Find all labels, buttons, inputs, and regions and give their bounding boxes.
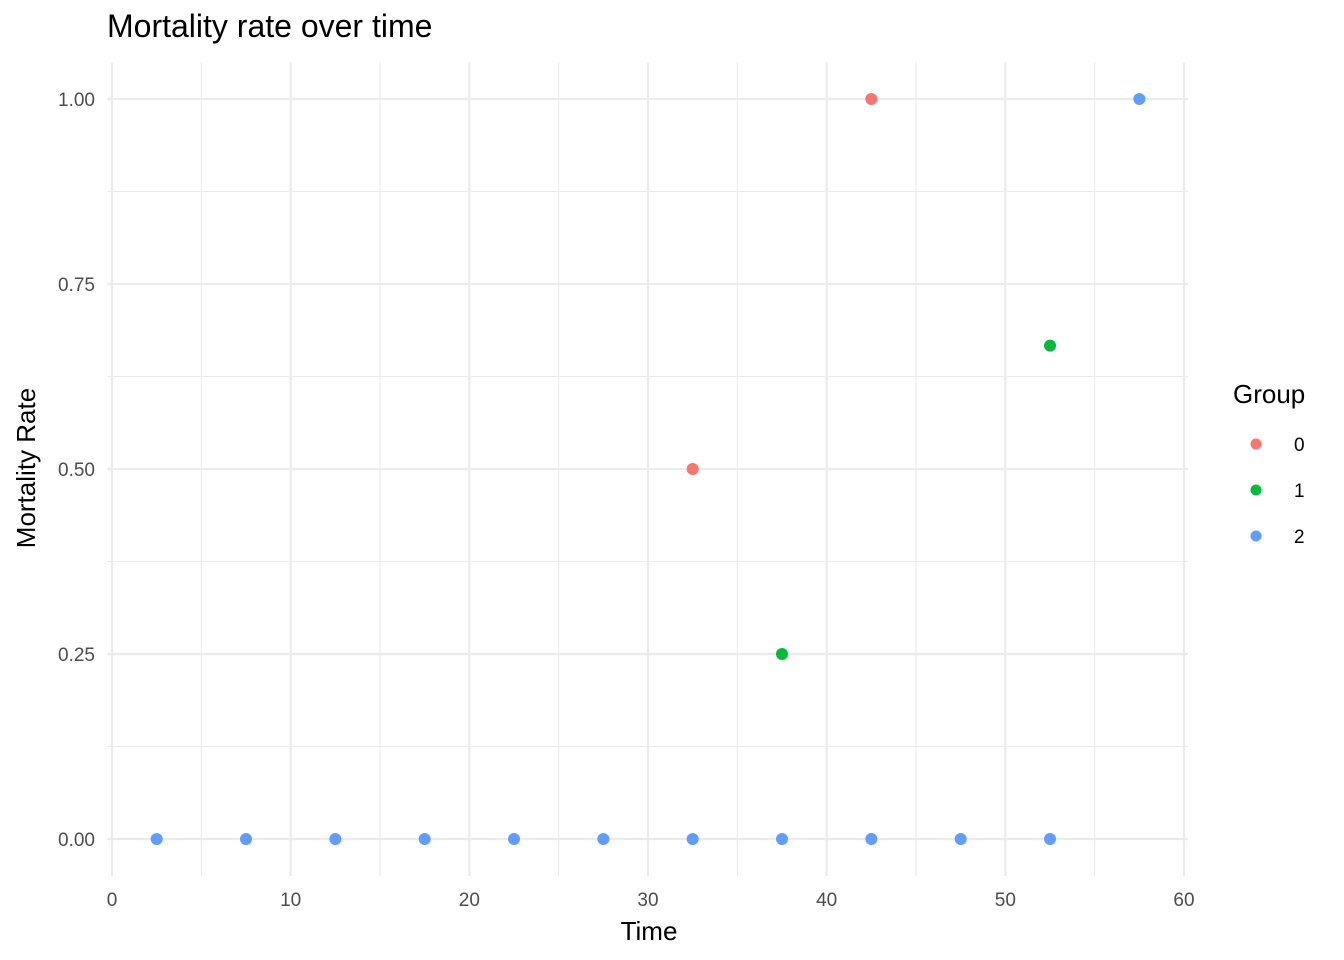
y-tick-label: 0.50 (58, 460, 95, 481)
data-point-group-1 (776, 648, 788, 660)
legend-label-group-2: 2 (1294, 527, 1305, 548)
x-axis-ticks: 0 10 20 30 40 50 60 (107, 890, 1195, 911)
legend-title: Group (1233, 379, 1305, 409)
legend: Group 0 1 2 (1233, 379, 1305, 548)
x-tick-label: 30 (637, 890, 658, 911)
y-axis-title: Mortality Rate (11, 388, 41, 548)
data-points (150, 93, 1146, 845)
legend-items: 0 1 2 (1250, 435, 1305, 548)
data-point-group-2 (776, 833, 788, 845)
data-point-group-2 (1133, 93, 1146, 105)
data-point-group-2 (954, 833, 967, 845)
x-axis-title: Time (621, 916, 678, 946)
data-point-group-0 (865, 93, 878, 105)
data-point-group-0 (686, 463, 699, 475)
legend-label-group-1: 1 (1294, 481, 1305, 502)
data-point-group-2 (508, 833, 520, 845)
data-point-group-2 (418, 833, 431, 845)
data-point-group-1 (1044, 339, 1056, 352)
x-tick-label: 40 (816, 890, 837, 911)
x-tick-label: 60 (1173, 890, 1194, 911)
data-point-group-2 (1044, 833, 1056, 845)
major-gridlines (107, 62, 1188, 876)
data-point-group-2 (240, 833, 252, 845)
legend-label-group-0: 0 (1294, 435, 1305, 456)
y-axis-ticks: 0.00 0.25 0.50 0.75 1.00 (58, 90, 95, 851)
x-tick-label: 0 (107, 890, 118, 911)
x-tick-label: 10 (280, 890, 301, 911)
legend-key-group-1 (1250, 484, 1262, 496)
y-tick-label: 1.00 (58, 90, 95, 111)
y-tick-label: 0.75 (58, 275, 95, 296)
data-point-group-2 (329, 833, 342, 845)
legend-key-group-0 (1250, 438, 1262, 450)
data-point-group-2 (865, 833, 878, 845)
legend-key-group-2 (1250, 530, 1262, 542)
data-point-group-2 (597, 833, 610, 845)
x-tick-label: 20 (459, 890, 480, 911)
y-tick-label: 0.25 (58, 645, 95, 666)
y-tick-label: 0.00 (58, 830, 95, 851)
x-tick-label: 50 (995, 890, 1016, 911)
data-point-group-2 (150, 833, 163, 845)
data-point-group-2 (686, 833, 699, 845)
chart-title: Mortality rate over time (107, 8, 433, 44)
